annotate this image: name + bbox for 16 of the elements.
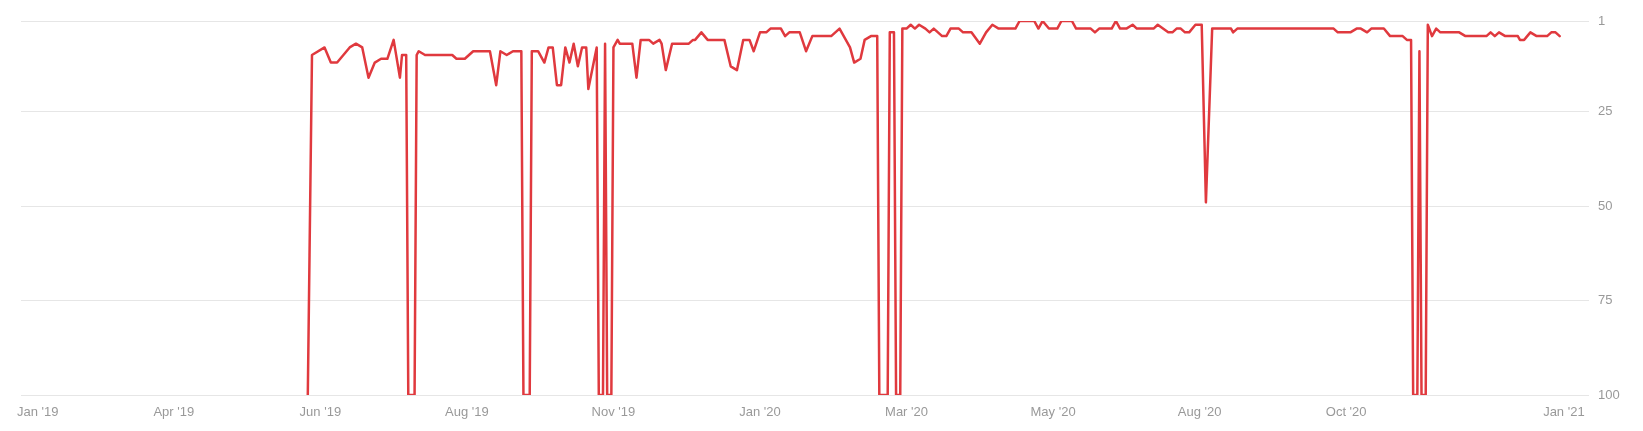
x-tick-label: Jun '19 — [299, 404, 342, 420]
x-tick-label: Mar '20 — [885, 404, 929, 420]
y-tick-label: 1 — [1598, 12, 1606, 28]
x-tick-label: Jan '20 — [739, 404, 781, 420]
x-tick-label: Jan '19 — [16, 404, 59, 420]
y-tick-label: 75 — [1598, 292, 1613, 308]
x-tick-label: May '20 — [1030, 404, 1076, 420]
x-tick-label: Nov '19 — [591, 404, 636, 420]
y-tick-label: 50 — [1598, 197, 1613, 213]
y-tick-label: 25 — [1598, 103, 1613, 119]
y-tick-label: 100 — [1598, 386, 1620, 402]
x-tick-label: Aug '19 — [445, 404, 489, 420]
x-tick-label: Aug '20 — [1177, 404, 1222, 420]
x-tick-label: Oct '20 — [1325, 404, 1367, 420]
x-tick-label: Jan '21 — [1543, 404, 1585, 420]
x-tick-label: Apr '19 — [153, 404, 195, 420]
